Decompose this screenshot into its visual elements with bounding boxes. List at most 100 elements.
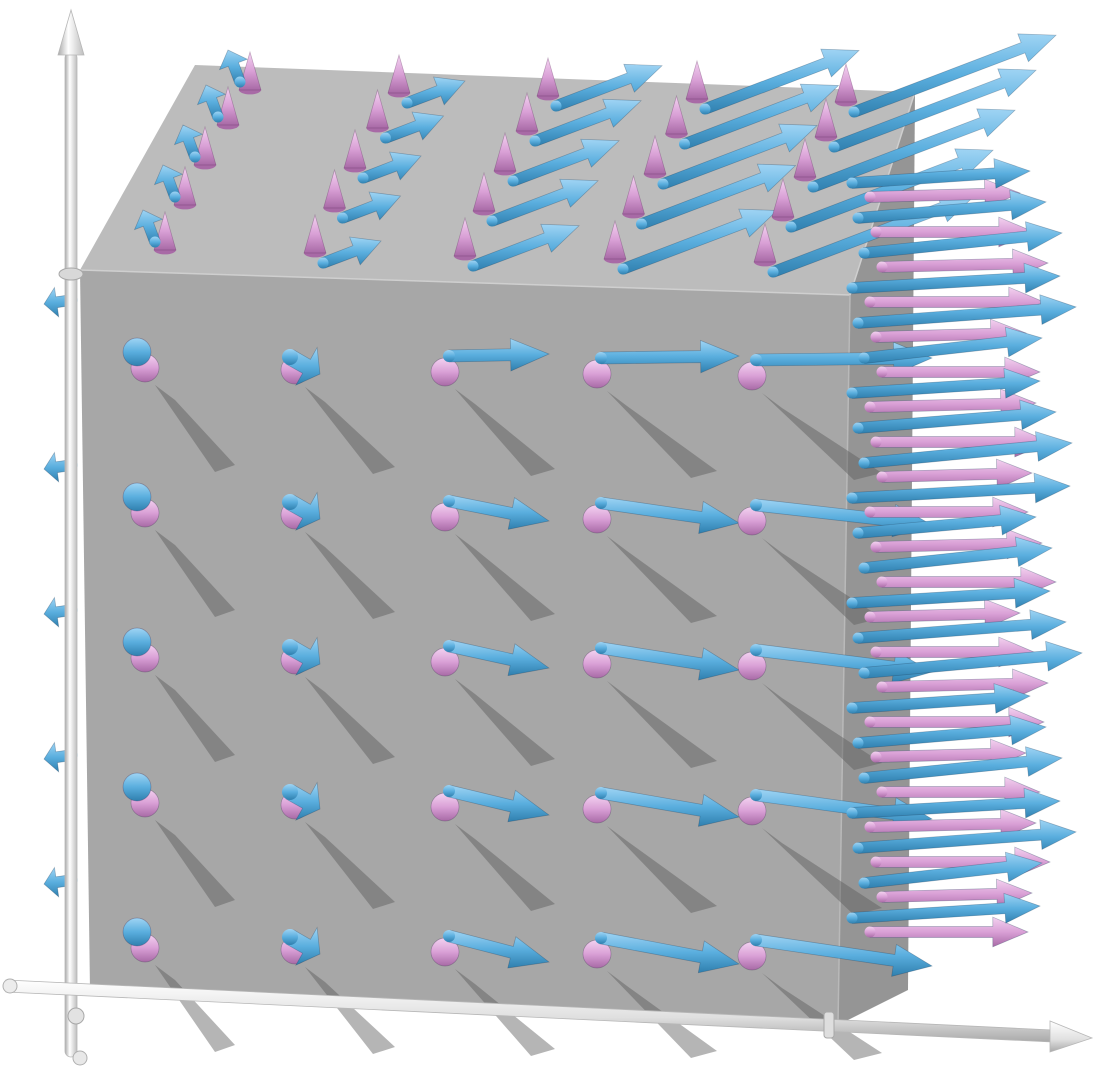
field-a-arrow (852, 399, 1057, 434)
field-a-arrow (807, 108, 1016, 193)
field-a-arrow (657, 123, 818, 190)
field-a-arrow (852, 189, 1047, 224)
field-b-arrow (472, 171, 496, 216)
field-a-arrow (282, 636, 321, 676)
arrow-shadow (762, 683, 882, 770)
arrow-shadow (155, 965, 235, 1052)
field-a-arrow (467, 223, 580, 272)
field-a-arrow (595, 641, 740, 681)
field-b-arrow (453, 216, 477, 261)
field-a-arrow (443, 639, 550, 677)
field-a-arrow (595, 786, 740, 827)
field-a-arrow (443, 784, 550, 823)
field-a-arrow (122, 337, 152, 367)
field-a-arrow (595, 339, 740, 374)
arrow-shadow (305, 822, 395, 909)
field-b-arrow (366, 88, 389, 133)
field-a-arrow (133, 209, 164, 248)
arrow-shadow (455, 389, 555, 476)
arrow-shadow (305, 532, 395, 619)
arrow-shadow (607, 826, 717, 913)
arrow-shadow (607, 681, 717, 768)
field-a-arrow (122, 917, 152, 947)
field-a-arrow (595, 931, 740, 974)
field-b-arrow (876, 878, 1033, 910)
field-b-arrow (536, 56, 560, 101)
field-a-arrow (858, 746, 1063, 784)
field-a-arrow (852, 609, 1067, 644)
arrow-shadow (305, 677, 395, 764)
field-a-arrow (852, 504, 1037, 539)
field-a-arrow (858, 221, 1063, 259)
field-a-arrow (858, 431, 1073, 469)
field-a-arrow (529, 98, 642, 147)
arrow-shadow (762, 973, 882, 1060)
field-a-arrow (750, 933, 933, 977)
arrow-shadow (607, 391, 717, 478)
arrow-shadow (305, 387, 395, 474)
horizontal-axis (2, 978, 1094, 1053)
arrow-shadow (455, 679, 555, 766)
field-a-arrow (357, 151, 422, 184)
field-b-arrow (622, 174, 645, 219)
field-a-arrow (196, 84, 227, 123)
field-b-arrow (685, 59, 709, 104)
arrow-shadow (155, 675, 235, 762)
field-b-arrow (387, 53, 411, 98)
field-a-arrow (846, 683, 1031, 714)
field-a-arrow (282, 781, 321, 821)
field-a-arrow (282, 926, 321, 966)
field-a-arrow (595, 496, 740, 534)
field-a-arrow (122, 772, 152, 802)
field-a-arrow (507, 138, 620, 187)
field-a-arrow (785, 148, 994, 233)
field-a-arrow (550, 63, 663, 112)
field-a-arrow (486, 178, 599, 227)
field-a-arrow (679, 83, 840, 150)
field-a-arrow (852, 294, 1077, 329)
field-b-arrow (793, 137, 817, 182)
field-b-arrow (834, 62, 858, 107)
field-a-arrow (122, 482, 152, 512)
field-b-arrow (864, 598, 1021, 630)
field-a-arrow (173, 124, 204, 163)
field-b-arrow (665, 94, 688, 139)
arrow-shadow (305, 967, 395, 1054)
arrow-shadow (762, 828, 882, 915)
field-b-arrow (864, 388, 1037, 420)
field-a-arrow (846, 577, 1051, 609)
arrow-shadow (455, 824, 555, 911)
field-a-arrow (636, 163, 797, 230)
field-a-arrow (122, 627, 152, 657)
field-a-arrow (337, 191, 402, 224)
field-a-arrow (443, 338, 550, 372)
field-a-arrow (699, 48, 860, 115)
arrow-shadow (455, 534, 555, 621)
field-a-arrow (282, 491, 321, 531)
arrow-shadow (155, 820, 235, 907)
field-b-arrow (603, 219, 627, 264)
arrow-shadow (155, 385, 235, 472)
coordinate-axes (2, 8, 1094, 1066)
field-b-arrow (814, 97, 838, 142)
field-a-arrow (858, 326, 1043, 364)
field-b-arrow (876, 248, 1049, 280)
field-b-arrow (343, 128, 367, 173)
field-a-arrow (846, 472, 1071, 504)
field-a-arrow (401, 76, 466, 109)
field-a-arrow (617, 208, 778, 275)
field-b-arrow (323, 168, 346, 213)
field-b-arrow (864, 808, 1037, 840)
vertical-axis (57, 8, 88, 1066)
arrow-shadows (155, 385, 882, 1060)
field-a-arrow (828, 68, 1037, 153)
field-a-arrow (852, 714, 1047, 749)
field-a-arrow (380, 111, 445, 144)
field-a-arrow (282, 346, 321, 386)
field-a-arrow (858, 851, 1043, 889)
field-a-arrow (846, 367, 1041, 399)
field-b-arrow (876, 458, 1033, 490)
vector-field-arrows (43, 33, 1083, 977)
field-a-arrow (846, 892, 1041, 924)
